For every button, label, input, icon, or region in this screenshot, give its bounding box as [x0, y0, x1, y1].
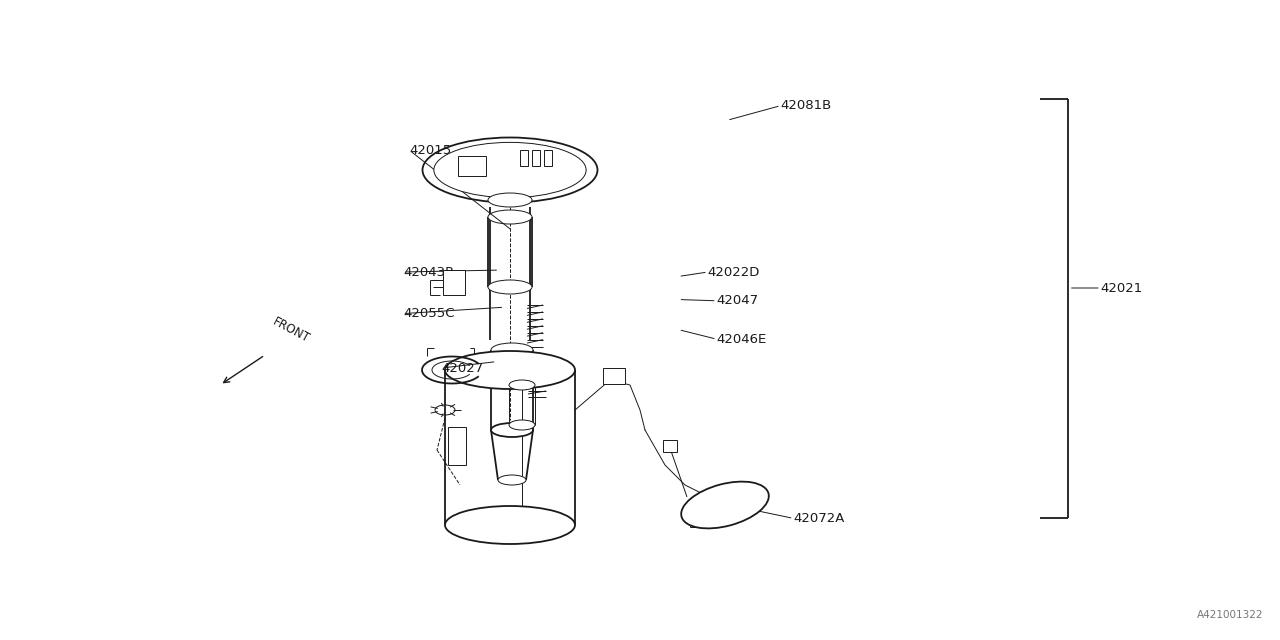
Ellipse shape [509, 420, 535, 430]
Ellipse shape [488, 280, 532, 294]
Bar [458, 156, 486, 176]
Text: FRONT: FRONT [270, 315, 311, 345]
Ellipse shape [445, 351, 575, 389]
Ellipse shape [492, 423, 532, 437]
Text: 42072A: 42072A [794, 512, 845, 525]
Ellipse shape [488, 193, 532, 207]
Bar [443, 270, 465, 295]
Text: 42021: 42021 [1101, 282, 1143, 294]
Text: 42081B: 42081B [781, 99, 832, 112]
Ellipse shape [681, 482, 769, 529]
Ellipse shape [434, 142, 586, 198]
Text: 42022D: 42022D [708, 266, 760, 278]
Bar [448, 427, 466, 465]
Ellipse shape [445, 506, 575, 544]
Text: 42043P: 42043P [403, 266, 453, 278]
Bar [520, 150, 529, 166]
Text: 42055C: 42055C [403, 307, 454, 320]
Ellipse shape [498, 475, 526, 485]
Text: 42015: 42015 [410, 144, 452, 157]
Text: 42027: 42027 [442, 362, 484, 374]
Text: A421001322: A421001322 [1197, 609, 1263, 620]
Ellipse shape [422, 138, 598, 202]
Bar [663, 440, 677, 452]
Ellipse shape [509, 380, 535, 390]
Ellipse shape [488, 210, 532, 224]
Bar [603, 368, 625, 384]
Text: 42046E: 42046E [717, 333, 767, 346]
Bar [544, 150, 552, 166]
Ellipse shape [492, 343, 532, 357]
Bar [532, 150, 540, 166]
Text: 42047: 42047 [717, 294, 759, 307]
